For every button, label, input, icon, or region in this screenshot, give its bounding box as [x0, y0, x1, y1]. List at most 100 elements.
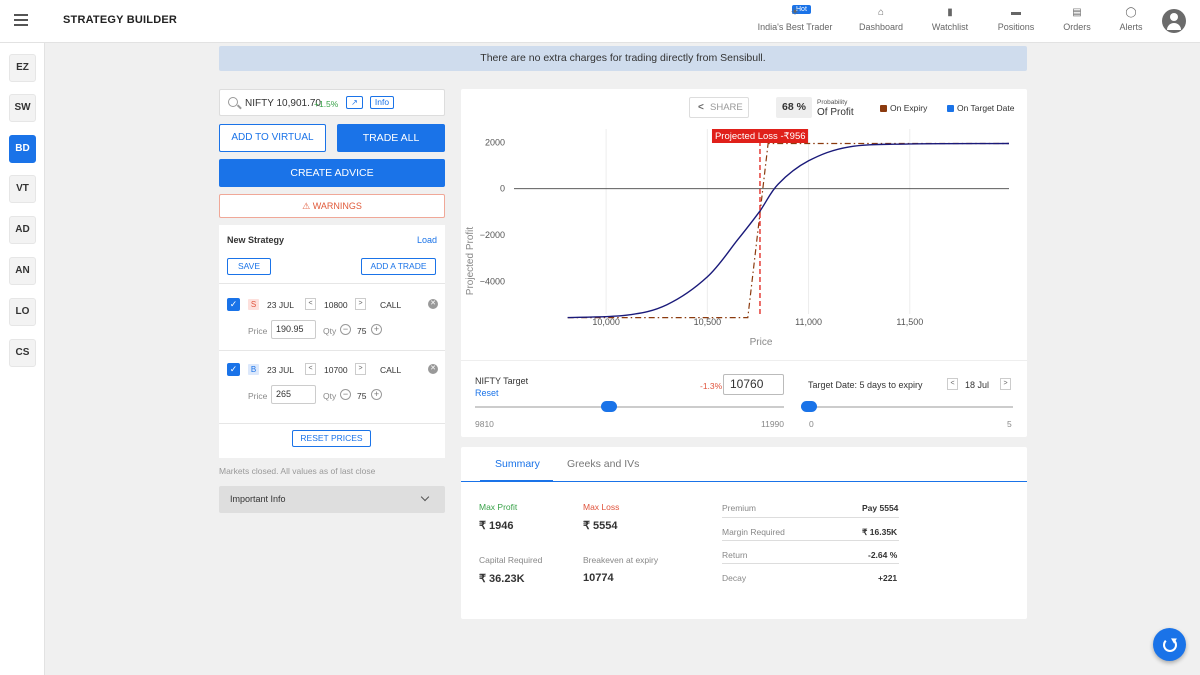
nifty-target-input[interactable]: 10760: [723, 374, 784, 395]
nav-dashboard[interactable]: ⌂ Dashboard: [856, 6, 906, 32]
trend-chart-icon[interactable]: ↗: [346, 96, 363, 109]
premium-value: Pay 5554: [862, 503, 899, 513]
nav-orders[interactable]: ▤ Orders: [1060, 6, 1094, 32]
date-slider-track[interactable]: [801, 406, 1013, 408]
sidebar-item-lo[interactable]: LO: [9, 298, 36, 326]
qty-label: Qty: [323, 326, 337, 336]
date-max-label: 5: [1007, 419, 1012, 429]
reset-prices-button[interactable]: RESET PRICES: [292, 430, 371, 447]
sidebar-item-bd[interactable]: BD: [9, 135, 36, 163]
remove-leg-icon[interactable]: ✕: [428, 299, 438, 309]
date-slider-handle[interactable]: [801, 401, 817, 412]
load-link[interactable]: Load: [417, 235, 438, 245]
nifty-slider-track[interactable]: [475, 406, 784, 408]
of-profit-label: Of Profit: [817, 107, 854, 118]
leg-qty: 75: [357, 391, 367, 401]
reset-link[interactable]: Reset: [475, 388, 499, 398]
y-tick-label: 0: [500, 184, 505, 194]
max-loss-label: Max Loss: [583, 502, 620, 512]
capital-required-value: ₹ 36.23K: [479, 573, 525, 585]
price-input[interactable]: 190.95: [271, 320, 316, 339]
nifty-target-label: NIFTY Target: [475, 376, 529, 386]
qty-increase-button[interactable]: +: [371, 389, 382, 400]
breakeven-value: 10774: [583, 572, 614, 584]
premium-label: Premium: [722, 503, 757, 513]
y-tick-label: −2000: [480, 230, 505, 240]
add-trade-button[interactable]: ADD A TRADE: [361, 258, 436, 275]
date-min-label: 0: [809, 419, 814, 429]
x-tick-label: 11,500: [896, 317, 923, 327]
markets-closed-note: Markets closed. All values as of last cl…: [219, 466, 376, 476]
x-axis-label: Price: [750, 337, 773, 348]
divider: [219, 423, 445, 424]
warning-icon: ⚠: [302, 201, 311, 211]
strategy-title: New Strategy: [227, 235, 285, 245]
leg-qty: 75: [357, 326, 367, 336]
important-info-label: Important Info: [230, 494, 286, 504]
nav-watchlist[interactable]: ▮ Watchlist: [927, 6, 973, 32]
leg-type: CALL: [380, 300, 402, 310]
sidebar-item-cs[interactable]: CS: [9, 339, 36, 367]
nav-best-trader[interactable]: ☀ India's Best Trader: [757, 7, 833, 32]
qty-decrease-button[interactable]: −: [340, 389, 351, 400]
leg-checkbox[interactable]: ✓: [227, 363, 240, 376]
home-icon: ⌂: [877, 7, 885, 18]
strike-prev-button[interactable]: <: [305, 298, 316, 310]
date-next-button[interactable]: >: [1000, 378, 1011, 390]
trade-all-button[interactable]: TRADE ALL: [337, 124, 445, 152]
return-label: Return: [722, 550, 748, 560]
sidebar: EZ SW BD VT AD AN LO CS: [0, 43, 45, 675]
save-button[interactable]: SAVE: [227, 258, 271, 275]
remove-leg-icon[interactable]: ✕: [428, 364, 438, 374]
tab-greeks[interactable]: Greeks and IVs: [567, 458, 640, 470]
nav-positions[interactable]: ▬ Positions: [993, 6, 1039, 32]
date-prev-button[interactable]: <: [947, 378, 958, 390]
sidebar-item-sw[interactable]: SW: [9, 94, 36, 122]
avatar[interactable]: [1162, 9, 1186, 33]
share-button[interactable]: SHARE: [689, 97, 749, 118]
sidebar-item-ez[interactable]: EZ: [9, 54, 36, 82]
sell-badge: S: [248, 299, 259, 310]
target-series-line: [567, 142, 1010, 319]
leg-type: CALL: [380, 365, 402, 375]
create-advice-button[interactable]: CREATE ADVICE: [219, 159, 445, 187]
info-button[interactable]: Info: [370, 96, 394, 109]
tab-summary[interactable]: Summary: [495, 458, 540, 470]
strike-next-button[interactable]: >: [355, 363, 366, 375]
nifty-slider-handle[interactable]: [601, 401, 617, 412]
nav-alerts[interactable]: ◯ Alerts: [1115, 6, 1147, 32]
search-icon: [228, 97, 238, 107]
page-title: STRATEGY BUILDER: [63, 14, 178, 26]
tab-indicator: [480, 480, 553, 482]
divider: [219, 350, 445, 351]
book-icon: ▤: [1072, 7, 1082, 18]
qty-decrease-button[interactable]: −: [340, 324, 351, 335]
instrument-price: NIFTY 10,901.70: [245, 98, 321, 109]
strike-next-button[interactable]: >: [355, 298, 366, 310]
probability-label: Probability: [817, 99, 848, 106]
target-controls: NIFTY Target Reset -1.3% 10760 9810 1199…: [461, 360, 1027, 437]
important-info-accordion[interactable]: Important Info: [219, 486, 445, 513]
warnings-button[interactable]: ⚠ WARNINGS: [219, 194, 445, 218]
leg-strike: 10800: [324, 300, 348, 310]
leg-expiry: 23 JUL: [267, 365, 294, 375]
instrument-search[interactable]: NIFTY 10,901.70 +1.5% ↗ Info: [219, 89, 445, 116]
price-input[interactable]: 265: [271, 385, 316, 404]
legend-on-target[interactable]: On Target Date: [947, 103, 1015, 113]
leg-checkbox[interactable]: ✓: [227, 298, 240, 311]
max-loss-value: ₹ 5554: [583, 520, 618, 532]
add-to-virtual-button[interactable]: ADD TO VIRTUAL: [219, 124, 326, 152]
x-tick-label: 11,000: [795, 317, 822, 327]
menu-icon[interactable]: [14, 14, 28, 26]
sidebar-item-ad[interactable]: AD: [9, 216, 36, 244]
sidebar-item-an[interactable]: AN: [9, 257, 36, 285]
y-axis-label: Projected Profit: [465, 227, 476, 296]
qty-increase-button[interactable]: +: [371, 324, 382, 335]
sidebar-item-vt[interactable]: VT: [9, 175, 36, 203]
y-tick-label: −4000: [480, 277, 505, 287]
legend-on-expiry[interactable]: On Expiry: [880, 103, 927, 113]
strike-prev-button[interactable]: <: [305, 363, 316, 375]
projected-loss-label: Projected Loss -₹956: [715, 131, 806, 142]
refresh-fab-button[interactable]: [1153, 628, 1186, 661]
chevron-down-icon: [420, 492, 430, 502]
